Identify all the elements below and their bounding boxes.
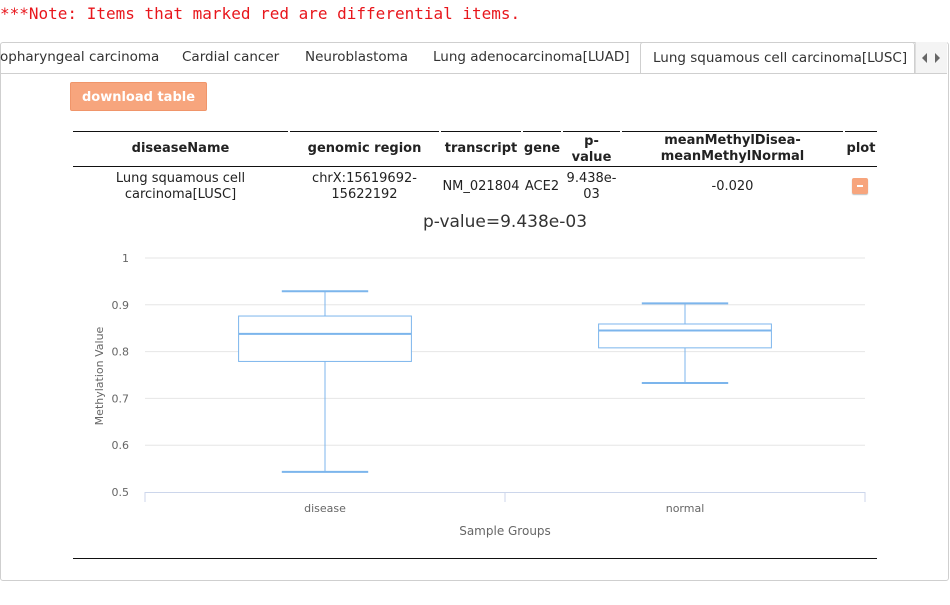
y-axis-title: Methylation Value [93, 326, 106, 425]
cell-p-value-line2: 03 [583, 187, 600, 202]
header-mean-diff-line2: meanMethylNormal [660, 149, 805, 164]
header-gap [561, 129, 563, 133]
header-mean-diff[interactable]: meanMethylDisea- meanMethylNormal [622, 133, 843, 165]
cell-genomic-region: chrX:15619692- 15622192 [290, 171, 439, 203]
header-gap [843, 129, 845, 133]
y-tick-label: 0.6 [112, 439, 130, 452]
header-gap [288, 129, 290, 133]
table-header-border [73, 166, 877, 167]
chart-title: p-value=9.438e-03 [422, 212, 588, 232]
tab-lung-squamous-active[interactable]: Lung squamous cell carcinoma[LUSC] [640, 42, 915, 73]
cell-gene: ACE2 [524, 179, 560, 194]
header-p-value-line1: p- [584, 134, 599, 149]
cell-transcript: NM_021804 [442, 179, 520, 194]
cell-mean-diff: -0.020 [711, 179, 754, 194]
header-gap [620, 129, 622, 133]
x-tick-label: normal [666, 502, 705, 515]
differential-note: ***Note: Items that marked red are diffe… [0, 4, 521, 23]
boxplot-series [238, 290, 772, 473]
header-p-value[interactable]: p- value [563, 134, 620, 166]
box-disease [238, 290, 412, 473]
table-bottom-border [73, 558, 877, 559]
tab-neuroblastoma[interactable]: Neuroblastoma [305, 49, 409, 65]
chart-gridlines [145, 257, 865, 446]
y-tick-label: 0.8 [112, 346, 130, 359]
header-genomic-region[interactable]: genomic region [307, 141, 422, 156]
header-plot[interactable]: plot [846, 141, 876, 156]
box-normal [598, 302, 772, 384]
tab-cardial-cancer[interactable]: Cardial cancer [182, 49, 280, 65]
tab-oropharyngeal-carcinoma[interactable]: opharyngeal carcinoma [0, 49, 160, 65]
x-axis: disease normal [144, 492, 866, 515]
header-transcript[interactable]: transcript [444, 141, 518, 156]
tab-lung-adenocarcinoma[interactable]: Lung adenocarcinoma[LUAD] [433, 49, 630, 65]
cell-disease-name: Lung squamous cell carcinoma[LUSC] [73, 171, 288, 203]
cell-disease-line1: Lung squamous cell [115, 171, 246, 186]
y-tick-label: 0.7 [112, 392, 130, 405]
cell-region-line1: chrX:15619692- [312, 171, 417, 186]
header-gap [439, 129, 441, 133]
y-tick-label: 1 [122, 252, 129, 265]
x-axis-title: Sample Groups [459, 524, 551, 538]
tab-scroll-controls [915, 42, 947, 73]
header-p-value-line2: value [571, 150, 612, 165]
disease-tabbar: opharyngeal carcinoma Cardial cancer Neu… [0, 42, 947, 74]
iqr-box [238, 315, 412, 362]
cell-disease-line2: carcinoma[LUSC] [124, 187, 237, 202]
header-mean-diff-line1: meanMethylDisea- [664, 133, 801, 148]
cell-region-line2: 15622192 [331, 187, 398, 202]
header-gene[interactable]: gene [523, 141, 561, 156]
y-tick-label: 0.9 [112, 299, 130, 312]
header-disease-name[interactable]: diseaseName [131, 141, 230, 156]
tab-scroll-right-icon[interactable] [935, 53, 940, 63]
y-tick-label: 0.5 [112, 486, 130, 499]
download-table-button[interactable]: download table [70, 82, 207, 111]
x-tick-label: disease [304, 502, 346, 515]
iqr-box [598, 323, 772, 349]
tab-scroll-left-icon[interactable] [922, 53, 927, 63]
y-tick-labels: 0.5 0.6 0.7 0.8 0.9 1 [112, 252, 130, 499]
collapse-plot-button[interactable] [852, 178, 868, 194]
table-top-border [73, 131, 877, 132]
cell-p-value-line1: 9.438e- [566, 171, 617, 186]
header-gap [521, 129, 523, 133]
cell-p-value: 9.438e- 03 [563, 171, 620, 203]
